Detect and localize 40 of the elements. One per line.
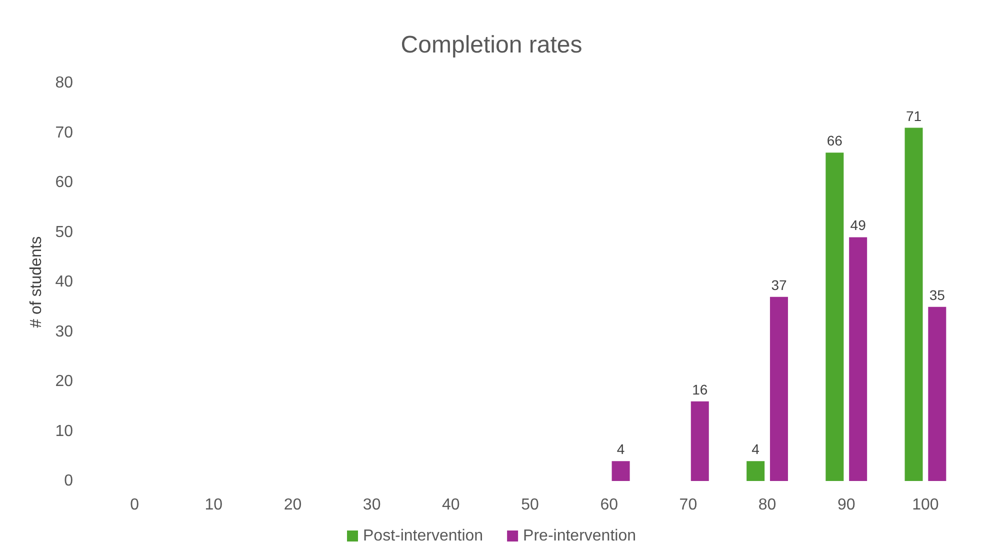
data-label: 4 — [616, 441, 625, 458]
x-tick-label: 10 — [204, 496, 223, 514]
y-tick-label: 20 — [55, 373, 74, 390]
x-tick-label: 70 — [679, 496, 698, 514]
x-tick-label: 60 — [600, 496, 618, 514]
y-tick-label: 0 — [64, 472, 74, 490]
bar — [690, 401, 709, 481]
data-label: 71 — [906, 108, 922, 124]
x-tick-label: 80 — [758, 496, 776, 514]
legend-label: Pre-intervention — [523, 528, 636, 544]
y-tick-label: 50 — [55, 224, 74, 241]
bar — [770, 296, 788, 481]
x-tick-label: 40 — [442, 496, 460, 514]
x-tick-label: 30 — [362, 496, 381, 514]
data-label: 4 — [752, 441, 760, 458]
y-tick-label: 10 — [55, 422, 74, 440]
x-tick-label: 100 — [912, 496, 939, 514]
bar — [826, 152, 844, 481]
bar — [904, 128, 923, 481]
bar — [928, 306, 946, 481]
y-tick-label: 30 — [55, 323, 74, 340]
y-tick-label: 40 — [55, 274, 74, 290]
y-tick-label: 70 — [55, 124, 74, 142]
y-axis-title: # of students — [28, 236, 45, 328]
bar — [612, 461, 630, 481]
data-label: 49 — [850, 217, 866, 234]
chart-title: Completion rates — [400, 32, 582, 58]
bar — [746, 461, 765, 481]
data-label: 66 — [826, 132, 843, 149]
data-label: 35 — [929, 286, 946, 303]
data-label: 37 — [771, 276, 787, 293]
x-tick-label: 50 — [521, 496, 539, 514]
y-tick-label: 80 — [55, 74, 74, 92]
legend-label: Post-intervention — [362, 528, 484, 544]
data-label: 16 — [692, 381, 708, 398]
x-tick-label: 90 — [837, 496, 856, 514]
x-tick-label: 0 — [130, 496, 140, 514]
x-tick-label: 20 — [284, 496, 302, 514]
y-tick-label: 60 — [55, 174, 74, 191]
bar — [849, 237, 868, 481]
